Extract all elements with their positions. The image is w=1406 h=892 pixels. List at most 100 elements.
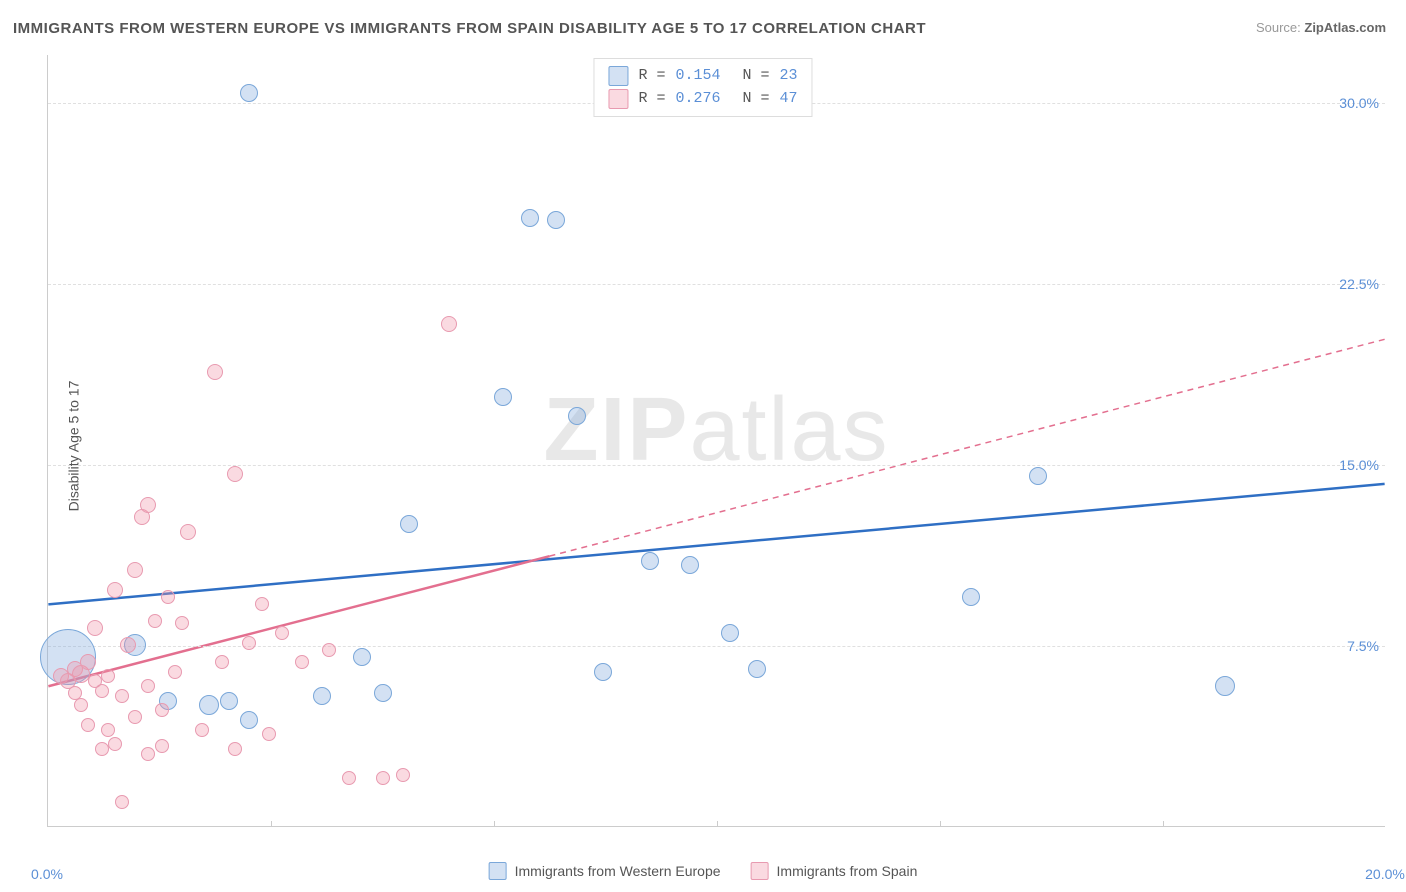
legend-row-series-1: R = 0.276 N = 47 (608, 88, 797, 111)
scatter-point (199, 695, 219, 715)
correlation-legend: R = 0.154 N = 23 R = 0.276 N = 47 (593, 58, 812, 117)
scatter-point (641, 552, 659, 570)
scatter-point (207, 364, 223, 380)
scatter-point (262, 727, 276, 741)
x-tick-mark (494, 821, 495, 827)
legend-r-label: R = (638, 65, 665, 88)
scatter-point (140, 497, 156, 513)
scatter-point (400, 515, 418, 533)
scatter-point (87, 620, 103, 636)
scatter-point (594, 663, 612, 681)
scatter-point (322, 643, 336, 657)
legend-item-1: Immigrants from Spain (751, 862, 918, 880)
trend-line-dashed (549, 339, 1384, 556)
scatter-point (180, 524, 196, 540)
scatter-point (313, 687, 331, 705)
scatter-point (353, 648, 371, 666)
x-tick-mark (940, 821, 941, 827)
legend-swatch-bottom-1 (751, 862, 769, 880)
legend-row-series-0: R = 0.154 N = 23 (608, 65, 797, 88)
scatter-point (748, 660, 766, 678)
scatter-point (155, 739, 169, 753)
scatter-point (240, 84, 258, 102)
scatter-point (721, 624, 739, 642)
legend-r-value-0: 0.154 (675, 65, 720, 88)
scatter-point (175, 616, 189, 630)
scatter-point (161, 590, 175, 604)
scatter-point (242, 636, 256, 650)
scatter-point (568, 407, 586, 425)
scatter-point (141, 679, 155, 693)
scatter-point (494, 388, 512, 406)
scatter-point (521, 209, 539, 227)
x-tick-label: 20.0% (1365, 866, 1405, 882)
legend-swatch-bottom-0 (489, 862, 507, 880)
scatter-point (115, 689, 129, 703)
scatter-point (220, 692, 238, 710)
gridline (48, 284, 1385, 285)
scatter-point (1215, 676, 1235, 696)
scatter-point (95, 684, 109, 698)
scatter-point (376, 771, 390, 785)
scatter-point (342, 771, 356, 785)
scatter-point (101, 669, 115, 683)
watermark: ZIPatlas (543, 379, 889, 482)
legend-r-label: R = (638, 88, 665, 111)
scatter-point (95, 742, 109, 756)
scatter-point (255, 597, 269, 611)
scatter-point (1029, 467, 1047, 485)
legend-n-label: N = (743, 65, 770, 88)
scatter-point (227, 466, 243, 482)
trend-line-solid (48, 484, 1384, 604)
x-tick-mark (271, 821, 272, 827)
legend-label-0: Immigrants from Western Europe (515, 863, 721, 879)
scatter-point (547, 211, 565, 229)
scatter-point (107, 582, 123, 598)
scatter-point (228, 742, 242, 756)
scatter-point (441, 316, 457, 332)
scatter-point (374, 684, 392, 702)
y-tick-label: 22.5% (1339, 276, 1379, 292)
scatter-point (108, 737, 122, 751)
scatter-point (155, 703, 169, 717)
scatter-point (127, 562, 143, 578)
scatter-point (128, 710, 142, 724)
scatter-point (240, 711, 258, 729)
scatter-point (195, 723, 209, 737)
legend-n-value-1: 47 (780, 88, 798, 111)
scatter-point (295, 655, 309, 669)
legend-r-value-1: 0.276 (675, 88, 720, 111)
scatter-point (168, 665, 182, 679)
scatter-point (215, 655, 229, 669)
legend-n-value-0: 23 (780, 65, 798, 88)
scatter-point (74, 698, 88, 712)
x-tick-mark (1163, 821, 1164, 827)
scatter-point (101, 723, 115, 737)
x-tick-label: 0.0% (31, 866, 63, 882)
y-tick-label: 30.0% (1339, 95, 1379, 111)
scatter-point (80, 654, 96, 670)
scatter-point (120, 637, 136, 653)
chart-title: IMMIGRANTS FROM WESTERN EUROPE VS IMMIGR… (13, 20, 926, 37)
chart-plot-area: ZIPatlas 7.5% 15.0% 22.5% 30.0% (47, 55, 1385, 827)
gridline (48, 465, 1385, 466)
source-label: Source: (1256, 20, 1301, 35)
y-tick-label: 15.0% (1339, 457, 1379, 473)
series-legend: Immigrants from Western Europe Immigrant… (485, 862, 922, 880)
scatter-point (275, 626, 289, 640)
source-attribution: Source: ZipAtlas.com (1256, 20, 1386, 35)
scatter-point (148, 614, 162, 628)
scatter-point (115, 795, 129, 809)
legend-label-1: Immigrants from Spain (777, 863, 918, 879)
scatter-point (681, 556, 699, 574)
scatter-point (141, 747, 155, 761)
source-value: ZipAtlas.com (1304, 20, 1386, 35)
legend-swatch-1 (608, 89, 628, 109)
scatter-point (962, 588, 980, 606)
legend-swatch-0 (608, 66, 628, 86)
legend-item-0: Immigrants from Western Europe (489, 862, 721, 880)
legend-n-label: N = (743, 88, 770, 111)
y-tick-label: 7.5% (1347, 638, 1379, 654)
scatter-point (396, 768, 410, 782)
x-tick-mark (717, 821, 718, 827)
